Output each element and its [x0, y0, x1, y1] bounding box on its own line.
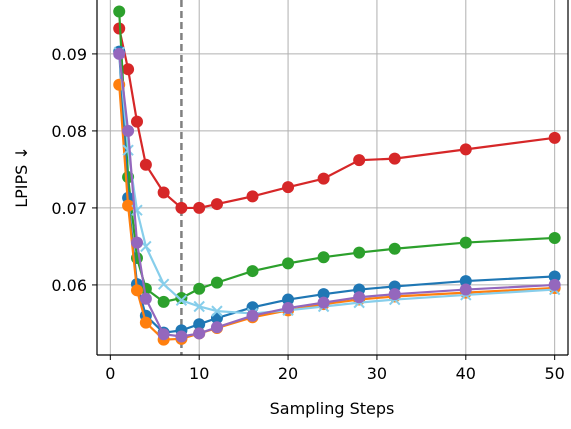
data-point — [353, 291, 366, 304]
series-line — [118, 11, 555, 303]
axes: 0 10 20 30 40 50 0.06 0.07 0.08 0.09 — [51, 0, 569, 383]
data-point — [113, 47, 126, 60]
data-point — [246, 309, 259, 322]
data-point — [210, 321, 223, 334]
data-point — [175, 294, 188, 307]
data-point — [282, 293, 295, 306]
x-tick-label: 10 — [189, 364, 209, 383]
data-point — [317, 251, 330, 264]
y-tick-label: 0.07 — [51, 199, 87, 218]
series-5 — [113, 47, 561, 343]
data-point — [353, 246, 366, 259]
data-point — [282, 302, 295, 315]
data-point — [246, 190, 259, 203]
data-point — [548, 231, 561, 244]
data-point — [317, 288, 330, 301]
data-point — [157, 186, 170, 199]
data-point — [211, 305, 223, 317]
data-point — [130, 284, 143, 297]
data-point — [459, 283, 472, 296]
data-point — [193, 327, 206, 340]
x-tick-label: 0 — [105, 364, 115, 383]
data-point — [122, 124, 135, 137]
y-axis-label: LPIPS ↓ — [12, 146, 31, 208]
data-point — [139, 316, 152, 329]
data-point — [130, 115, 143, 128]
data-point — [459, 236, 472, 249]
x-axis-label: Sampling Steps — [270, 399, 395, 418]
data-point — [353, 154, 366, 167]
data-point — [246, 265, 259, 278]
data-point — [113, 5, 126, 18]
data-point — [548, 270, 561, 283]
x-tick-label: 40 — [456, 364, 476, 383]
x-tick-label: 20 — [278, 364, 298, 383]
data-point — [548, 131, 561, 144]
data-point — [193, 300, 205, 313]
data-point — [548, 278, 561, 291]
data-point — [388, 288, 401, 301]
data-point — [193, 201, 206, 214]
data-point — [193, 318, 206, 331]
series-line — [118, 28, 555, 210]
data-point — [459, 143, 472, 156]
data-point — [157, 328, 170, 341]
data-point — [122, 199, 135, 212]
data-point — [459, 275, 472, 288]
data-point — [157, 278, 170, 290]
series-line — [118, 52, 555, 315]
data-point — [157, 295, 170, 308]
data-point — [175, 201, 188, 214]
series-group — [113, 5, 561, 346]
data-point — [282, 257, 295, 270]
grid — [97, 0, 568, 355]
x-tick-label: 30 — [367, 364, 387, 383]
data-point — [388, 242, 401, 255]
x-tick-label: 50 — [544, 364, 564, 383]
series-0 — [113, 22, 561, 214]
data-point — [122, 144, 134, 156]
y-tick-label: 0.08 — [51, 122, 87, 141]
y-tick-label: 0.09 — [51, 45, 87, 64]
data-point — [175, 330, 188, 343]
data-point — [210, 276, 223, 289]
data-point — [388, 152, 401, 165]
data-point — [139, 158, 152, 171]
data-point — [317, 172, 330, 185]
data-point — [210, 198, 223, 211]
data-point — [139, 292, 152, 305]
data-point — [282, 181, 295, 194]
y-tick-label: 0.06 — [51, 276, 87, 295]
data-point — [317, 296, 330, 309]
data-point — [130, 236, 143, 249]
data-point — [122, 63, 135, 76]
data-point — [193, 282, 206, 295]
